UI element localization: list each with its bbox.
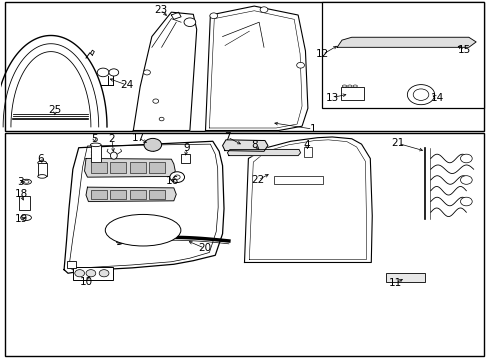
- Bar: [149, 190, 164, 199]
- Bar: [4, 133, 484, 356]
- Text: 12: 12: [315, 49, 328, 59]
- Circle shape: [86, 270, 96, 277]
- Text: 13: 13: [325, 93, 338, 103]
- Circle shape: [159, 117, 163, 121]
- Text: 5: 5: [91, 134, 98, 144]
- Bar: [66, 261, 76, 268]
- Text: 4: 4: [303, 140, 309, 150]
- Text: 2: 2: [108, 134, 115, 144]
- Bar: [273, 176, 322, 184]
- Bar: [321, 3, 484, 108]
- Text: 6: 6: [37, 154, 44, 164]
- Bar: [130, 162, 145, 173]
- Circle shape: [209, 13, 217, 19]
- Bar: [149, 162, 164, 173]
- Text: 25: 25: [49, 105, 62, 115]
- Ellipse shape: [347, 85, 351, 87]
- Text: 7: 7: [224, 132, 230, 142]
- Bar: [130, 190, 145, 199]
- Text: 3: 3: [17, 177, 23, 187]
- Polygon shape: [205, 6, 307, 131]
- Text: 22: 22: [251, 175, 264, 185]
- Bar: [38, 163, 46, 176]
- Circle shape: [109, 69, 119, 76]
- Text: 9: 9: [183, 143, 190, 153]
- Bar: [91, 162, 106, 173]
- Circle shape: [99, 270, 109, 277]
- Polygon shape: [336, 37, 475, 47]
- Text: 20: 20: [198, 243, 211, 253]
- Text: 1: 1: [309, 124, 315, 134]
- Text: 21: 21: [391, 139, 404, 148]
- Circle shape: [460, 197, 471, 206]
- Ellipse shape: [21, 179, 31, 184]
- Bar: [110, 162, 126, 173]
- Circle shape: [407, 85, 434, 105]
- Circle shape: [75, 270, 84, 277]
- Circle shape: [97, 68, 109, 77]
- Polygon shape: [222, 140, 267, 151]
- Bar: [4, 3, 484, 131]
- Circle shape: [169, 172, 184, 183]
- Text: 15: 15: [457, 45, 470, 55]
- Bar: [110, 190, 126, 199]
- Text: 16: 16: [165, 176, 179, 186]
- Circle shape: [174, 175, 180, 179]
- Ellipse shape: [38, 175, 46, 178]
- Ellipse shape: [38, 161, 46, 165]
- Circle shape: [412, 89, 428, 100]
- Text: 14: 14: [429, 93, 443, 103]
- Bar: [73, 267, 113, 280]
- Bar: [19, 196, 30, 211]
- Text: 17: 17: [131, 133, 144, 143]
- Ellipse shape: [90, 143, 101, 147]
- Bar: [340, 87, 363, 100]
- Circle shape: [460, 176, 471, 184]
- Ellipse shape: [342, 85, 346, 87]
- Bar: [304, 147, 311, 157]
- Polygon shape: [227, 149, 300, 156]
- Ellipse shape: [110, 152, 117, 159]
- Polygon shape: [64, 141, 224, 273]
- Circle shape: [143, 70, 150, 75]
- Text: 11: 11: [388, 278, 402, 288]
- Polygon shape: [84, 158, 175, 177]
- Bar: [181, 154, 189, 163]
- Text: 10: 10: [80, 277, 92, 287]
- Ellipse shape: [20, 215, 31, 221]
- Ellipse shape: [105, 215, 181, 246]
- Circle shape: [183, 18, 195, 27]
- Ellipse shape: [352, 85, 357, 87]
- Circle shape: [153, 99, 158, 103]
- Bar: [385, 273, 424, 282]
- Polygon shape: [133, 12, 196, 131]
- Bar: [91, 145, 101, 162]
- Ellipse shape: [24, 180, 29, 183]
- Text: 8: 8: [250, 140, 257, 150]
- Circle shape: [144, 138, 161, 151]
- Text: 23: 23: [154, 5, 167, 15]
- Text: 19: 19: [15, 214, 28, 224]
- Bar: [91, 190, 106, 199]
- Polygon shape: [86, 187, 176, 202]
- Circle shape: [296, 62, 304, 68]
- Polygon shape: [244, 137, 371, 262]
- Text: 24: 24: [120, 80, 133, 90]
- Circle shape: [460, 154, 471, 163]
- Text: 18: 18: [15, 189, 28, 199]
- Circle shape: [260, 7, 267, 13]
